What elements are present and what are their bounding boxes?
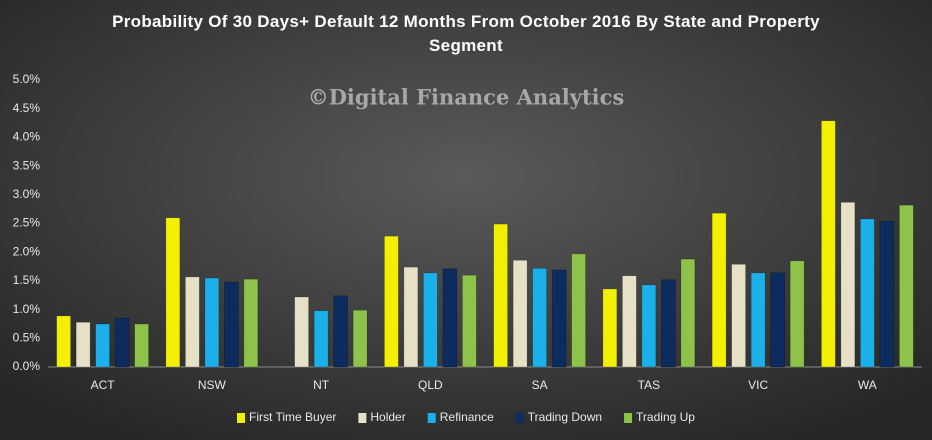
legend-marker xyxy=(237,413,246,423)
watermark: ©Digital Finance Analytics xyxy=(308,85,625,110)
bar xyxy=(661,279,676,368)
bar xyxy=(333,295,348,368)
bar xyxy=(204,277,220,368)
bar xyxy=(602,288,618,368)
bar xyxy=(860,218,875,368)
y-tick-label: 3.0% xyxy=(13,187,41,201)
x-tick-label: NSW xyxy=(198,378,227,392)
chart-title: Probability Of 30 Days+ Default 12 Month… xyxy=(112,12,820,55)
bar xyxy=(294,296,309,368)
bar xyxy=(821,120,836,368)
bar xyxy=(512,259,528,368)
y-tick-label: 3.5% xyxy=(13,158,41,172)
bar xyxy=(641,284,657,368)
bar xyxy=(571,253,586,368)
x-tick-label: SA xyxy=(532,378,548,392)
bar xyxy=(532,267,547,368)
x-tick-label: QLD xyxy=(418,378,443,392)
bar xyxy=(56,315,71,368)
bar xyxy=(313,310,329,368)
x-tick-label: VIC xyxy=(748,378,768,392)
bar xyxy=(224,281,239,368)
x-tick-label: ACT xyxy=(91,378,116,392)
bar xyxy=(75,321,91,368)
bar xyxy=(750,272,766,368)
bar xyxy=(423,272,438,368)
bar xyxy=(114,317,130,368)
bar xyxy=(731,263,746,368)
bar xyxy=(352,309,368,368)
y-tick-label: 4.0% xyxy=(13,130,41,144)
y-tick-label: 2.5% xyxy=(13,216,41,230)
bar xyxy=(551,269,567,368)
legend-marker xyxy=(624,413,633,423)
bar xyxy=(165,217,181,368)
x-tick-label: NT xyxy=(313,378,330,392)
bar xyxy=(789,260,805,368)
legend-marker xyxy=(515,413,524,423)
y-tick-label: 4.5% xyxy=(13,101,41,115)
legend-label: First Time Buyer xyxy=(249,410,336,424)
legend-label: Refinance xyxy=(440,410,494,424)
legend-label: Trading Down xyxy=(528,410,602,424)
x-tick-label: WA xyxy=(858,378,877,392)
bar xyxy=(770,272,785,368)
y-tick-label: 2.0% xyxy=(13,244,41,258)
bar xyxy=(95,323,110,368)
legend-marker xyxy=(358,413,367,423)
bar xyxy=(840,201,856,368)
bar xyxy=(384,235,399,368)
legend-label: Holder xyxy=(370,410,405,424)
legend-marker xyxy=(427,413,436,423)
bar xyxy=(493,223,508,368)
bar xyxy=(899,204,914,368)
bar xyxy=(462,274,477,368)
bar xyxy=(711,212,727,368)
bar xyxy=(879,220,895,368)
bar xyxy=(442,268,458,368)
y-tick-label: 1.5% xyxy=(13,273,41,287)
y-tick-label: 0.0% xyxy=(13,359,41,373)
bar xyxy=(185,276,200,368)
bar xyxy=(622,275,637,368)
y-tick-label: 0.5% xyxy=(13,330,41,344)
bar xyxy=(243,278,259,368)
x-tick-label: TAS xyxy=(638,378,660,392)
bar xyxy=(403,266,419,368)
bar xyxy=(680,258,696,368)
y-tick-label: 5.0% xyxy=(13,72,41,86)
y-tick-label: 1.0% xyxy=(13,302,41,316)
legend-label: Trading Up xyxy=(636,410,695,424)
bar xyxy=(134,323,149,368)
